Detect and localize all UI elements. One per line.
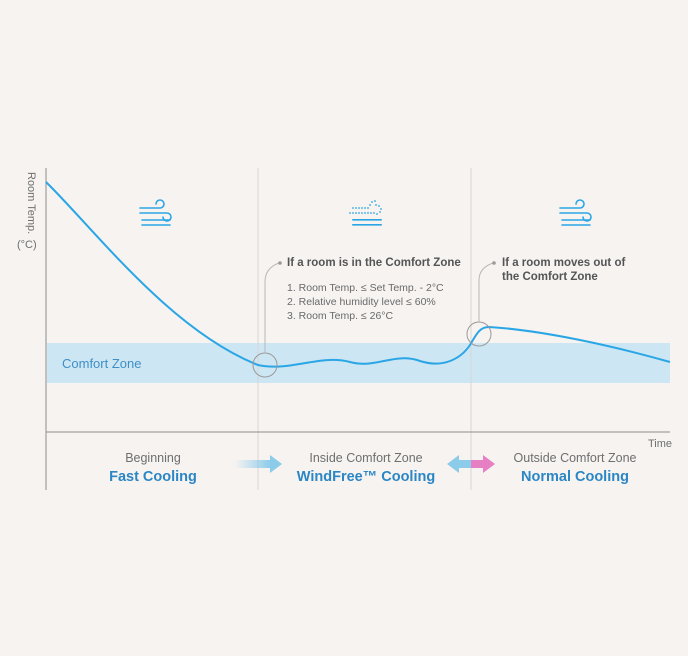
inside-callout-dot [278, 261, 282, 265]
transition-arrow-right [235, 455, 282, 473]
outside-callout-title-line1: If a room moves out of [502, 257, 625, 269]
phase-inside-label: Inside Comfort Zone [309, 451, 422, 465]
y-axis-label: Room Temp. [25, 172, 37, 234]
outside-callout-dot [492, 261, 496, 265]
transition-arrow-bidirectional [447, 455, 495, 473]
inside-callout-title: If a room is in the Comfort Zone [287, 257, 461, 269]
comfort-zone-label: Comfort Zone [62, 356, 141, 371]
phase-beginning-label: Beginning [125, 451, 181, 465]
outside-callout-leader [478, 262, 494, 322]
outside-callout-title-line2: the Comfort Zone [502, 271, 598, 283]
inside-condition-3: 3. Room Temp. ≤ 26°C [287, 310, 393, 322]
wind-normal-icon [559, 199, 592, 226]
room-temperature-curve [45, 181, 671, 368]
phase-outside-label: Outside Comfort Zone [514, 451, 637, 465]
wind-strong-icon [139, 199, 172, 226]
inside-condition-2: 2. Relative humidity level ≤ 60% [287, 296, 436, 308]
inside-condition-1: 1. Room Temp. ≤ Set Temp. - 2°C [287, 282, 444, 294]
x-axis-label: Time [648, 438, 672, 450]
y-axis-unit: (°C) [17, 239, 37, 251]
phase-beginning-mode: Fast Cooling [109, 469, 197, 485]
inside-callout-leader [264, 262, 280, 353]
windfree-icon [349, 200, 382, 226]
phase-inside-mode: WindFree™ Cooling [297, 469, 435, 485]
phase-outside-mode: Normal Cooling [521, 469, 629, 485]
